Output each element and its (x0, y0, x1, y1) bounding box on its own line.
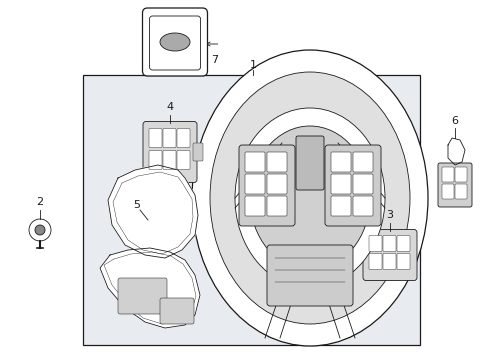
Ellipse shape (250, 126, 370, 270)
Ellipse shape (210, 72, 410, 324)
FancyBboxPatch shape (331, 152, 351, 172)
FancyBboxPatch shape (442, 167, 454, 182)
Bar (83, 75, 420, 345)
Text: 7: 7 (212, 55, 219, 65)
FancyBboxPatch shape (245, 152, 265, 172)
FancyBboxPatch shape (325, 145, 381, 226)
FancyBboxPatch shape (397, 253, 410, 270)
Polygon shape (100, 248, 200, 328)
FancyBboxPatch shape (353, 174, 373, 194)
FancyBboxPatch shape (353, 152, 373, 172)
Polygon shape (108, 165, 198, 258)
FancyBboxPatch shape (163, 129, 176, 148)
FancyBboxPatch shape (383, 253, 396, 270)
FancyBboxPatch shape (438, 163, 472, 207)
Ellipse shape (192, 50, 428, 346)
FancyBboxPatch shape (163, 150, 176, 170)
FancyBboxPatch shape (160, 298, 194, 324)
Polygon shape (448, 138, 465, 165)
FancyBboxPatch shape (455, 184, 467, 199)
FancyBboxPatch shape (363, 230, 417, 280)
FancyBboxPatch shape (267, 174, 287, 194)
FancyBboxPatch shape (383, 235, 396, 252)
FancyBboxPatch shape (331, 196, 351, 216)
FancyBboxPatch shape (353, 196, 373, 216)
FancyBboxPatch shape (177, 150, 190, 170)
FancyBboxPatch shape (267, 152, 287, 172)
Text: 1: 1 (249, 60, 256, 70)
FancyBboxPatch shape (149, 150, 162, 170)
FancyBboxPatch shape (369, 253, 382, 270)
FancyBboxPatch shape (143, 8, 207, 76)
FancyBboxPatch shape (149, 129, 162, 148)
FancyBboxPatch shape (245, 196, 265, 216)
Text: 5: 5 (133, 200, 141, 210)
Text: 2: 2 (36, 197, 44, 207)
Text: 6: 6 (451, 116, 459, 126)
FancyBboxPatch shape (455, 167, 467, 182)
FancyBboxPatch shape (296, 136, 324, 190)
FancyBboxPatch shape (442, 184, 454, 199)
FancyBboxPatch shape (143, 122, 197, 183)
FancyBboxPatch shape (267, 245, 353, 306)
FancyBboxPatch shape (118, 278, 167, 314)
FancyBboxPatch shape (239, 145, 295, 226)
Ellipse shape (235, 108, 385, 288)
FancyBboxPatch shape (193, 143, 203, 161)
FancyBboxPatch shape (369, 235, 382, 252)
Circle shape (35, 225, 45, 235)
FancyBboxPatch shape (245, 174, 265, 194)
Text: 3: 3 (387, 210, 393, 220)
FancyBboxPatch shape (331, 174, 351, 194)
FancyBboxPatch shape (177, 129, 190, 148)
FancyBboxPatch shape (397, 235, 410, 252)
FancyBboxPatch shape (267, 196, 287, 216)
Ellipse shape (160, 33, 190, 51)
Circle shape (29, 219, 51, 241)
Text: 4: 4 (167, 102, 173, 112)
